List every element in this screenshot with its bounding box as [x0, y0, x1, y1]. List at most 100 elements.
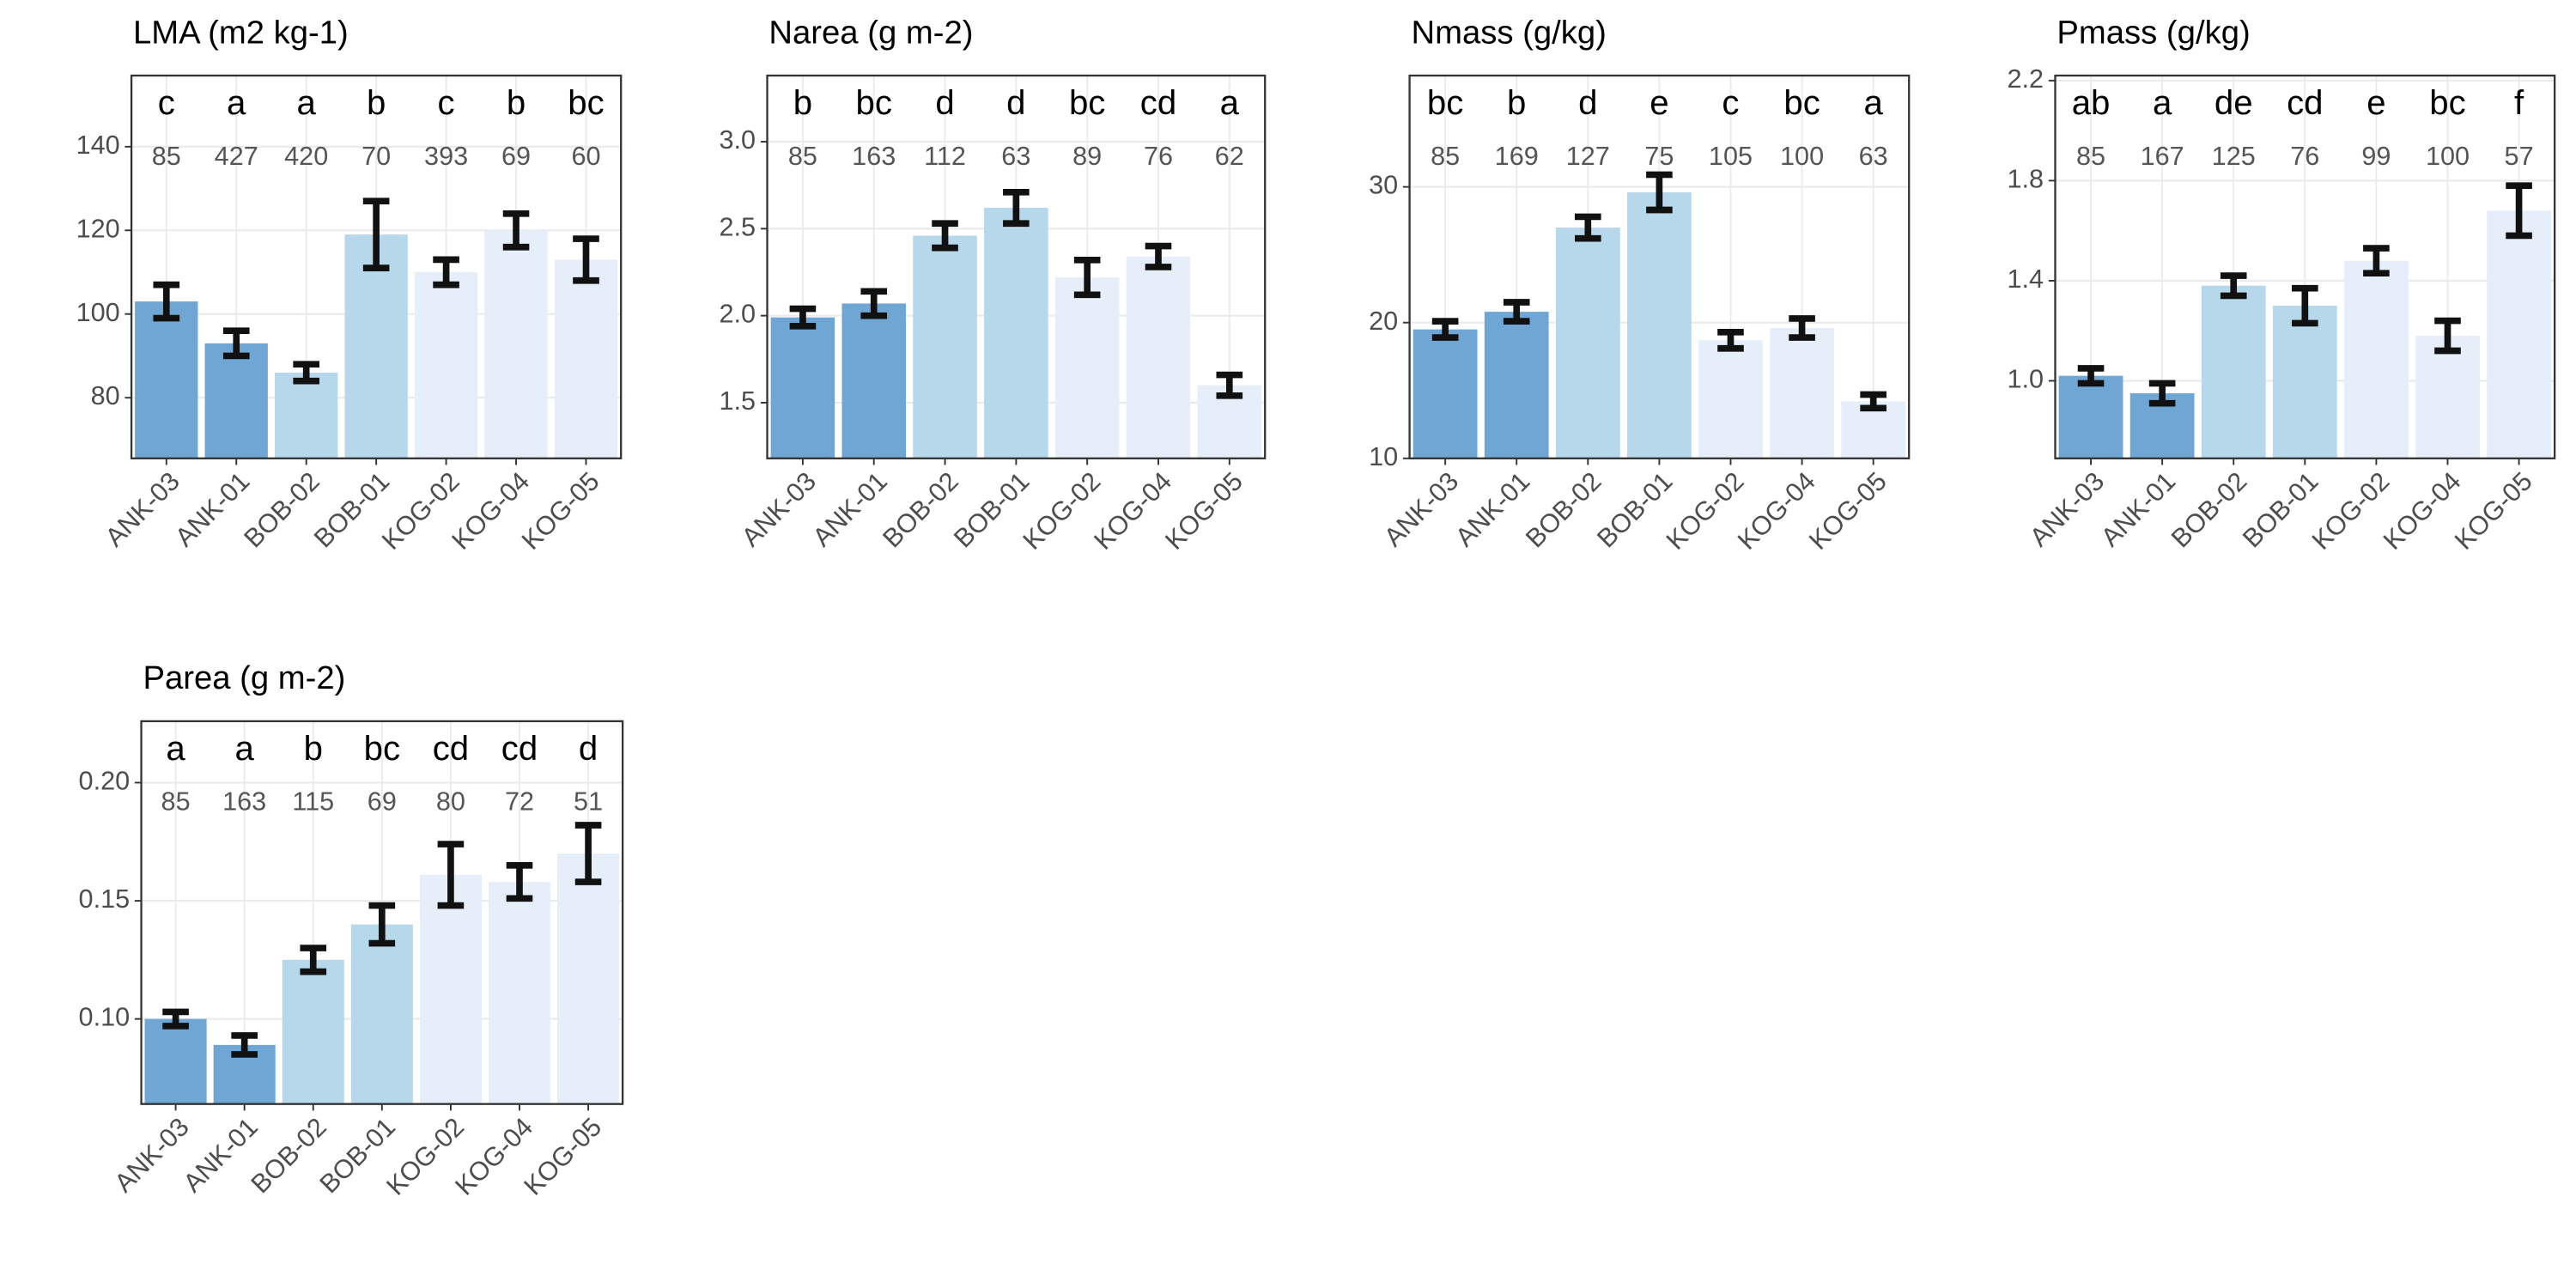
- x-tick-label: ANK-03: [1378, 466, 1464, 552]
- bar: [2272, 306, 2337, 459]
- error-bar: [1145, 242, 1172, 270]
- chart-title: Parea (g m-2): [143, 659, 345, 696]
- plot-border: [766, 74, 1267, 459]
- bar: [2058, 375, 2123, 459]
- bar: [913, 235, 977, 459]
- group-letter: e: [1649, 83, 1668, 122]
- bar: [2344, 260, 2409, 459]
- group-letter: bc: [1427, 83, 1463, 122]
- sample-count: 57: [2505, 142, 2534, 171]
- group-letter: c: [438, 83, 455, 122]
- x-tick-label: ANK-01: [1450, 466, 1536, 552]
- bar: [1413, 329, 1478, 459]
- y-tick-label: 140: [76, 131, 120, 160]
- y-tick-label: 1.0: [2008, 365, 2044, 394]
- x-tick-label: KOG-04: [2378, 466, 2466, 555]
- bar: [1698, 340, 1763, 459]
- sample-count: 63: [1001, 142, 1030, 171]
- error-bar: [362, 197, 390, 271]
- x-tick-label: ANK-03: [109, 1112, 195, 1198]
- group-letter: ab: [2072, 83, 2111, 122]
- x-tick-label: BOB-02: [239, 466, 325, 553]
- x-tick-label: KOG-04: [447, 466, 535, 555]
- error-bar: [162, 1008, 189, 1030]
- x-tick-label: KOG-02: [376, 466, 465, 555]
- bar: [770, 317, 835, 459]
- group-letter: a: [297, 83, 317, 122]
- y-tick-label: 1.4: [2008, 264, 2044, 294]
- sample-count: 69: [501, 142, 531, 171]
- error-bar: [1503, 299, 1530, 325]
- group-letter: c: [158, 83, 175, 122]
- group-letter: b: [304, 729, 323, 768]
- bar: [344, 234, 408, 459]
- x-tick-label: KOG-04: [1089, 466, 1177, 555]
- error-bar: [433, 256, 459, 289]
- bar: [2201, 285, 2266, 459]
- error-bar: [789, 305, 817, 330]
- error-bar: [506, 861, 533, 902]
- error-bar: [574, 822, 602, 885]
- sample-count: 62: [1215, 142, 1244, 171]
- y-tick-label: 2.2: [2008, 64, 2044, 94]
- x-tick-label: BOB-01: [2237, 466, 2324, 553]
- group-letter: cd: [2287, 83, 2323, 122]
- bar: [2415, 336, 2480, 459]
- x-tick-label: BOB-02: [1520, 466, 1607, 553]
- sample-count: 63: [1859, 142, 1888, 171]
- error-bar: [293, 361, 319, 385]
- error-bar: [1717, 328, 1744, 352]
- group-letter: a: [1863, 83, 1883, 122]
- sample-count: 167: [2141, 142, 2184, 171]
- x-tick-label: ANK-01: [2095, 466, 2181, 552]
- bar: [1054, 277, 1120, 459]
- error-bar: [2077, 365, 2105, 387]
- sample-count: 393: [424, 142, 468, 171]
- x-tick-label: KOG-05: [1803, 466, 1892, 555]
- x-tick-label: ANK-03: [100, 466, 185, 552]
- bar: [135, 301, 198, 459]
- error-bar: [300, 945, 327, 975]
- error-bar: [573, 235, 599, 284]
- sample-count: 89: [1072, 142, 1102, 171]
- x-tick-label: ANK-01: [178, 1112, 264, 1198]
- sample-count: 112: [924, 142, 966, 171]
- bar: [282, 959, 344, 1104]
- sample-count: 163: [222, 787, 266, 817]
- group-letter: a: [2153, 83, 2172, 122]
- error-bar: [2292, 284, 2318, 327]
- bar: [204, 343, 268, 459]
- group-letter: bc: [568, 83, 604, 122]
- group-letter: e: [2366, 83, 2385, 122]
- sample-count: 85: [152, 142, 181, 171]
- y-tick-label: 100: [76, 298, 120, 327]
- group-letter: d: [1578, 83, 1597, 122]
- sample-count: 125: [2212, 142, 2256, 171]
- bar: [554, 259, 618, 459]
- group-letter: bc: [1783, 83, 1820, 122]
- error-bar: [1789, 315, 1815, 341]
- error-bar: [1073, 256, 1101, 299]
- error-bar: [932, 220, 958, 252]
- bar: [1484, 312, 1549, 459]
- sample-count: 85: [161, 787, 191, 817]
- error-bar: [2363, 245, 2390, 277]
- group-letter: a: [1220, 83, 1240, 122]
- x-tick-label: ANK-01: [170, 466, 256, 552]
- plot-border: [2054, 74, 2556, 459]
- y-tick-label: 10: [1369, 442, 1398, 471]
- error-bar: [222, 327, 250, 360]
- sample-count: 100: [1780, 142, 1824, 171]
- error-bar: [1860, 391, 1886, 412]
- group-letter: b: [1507, 83, 1526, 122]
- error-bar: [2506, 182, 2532, 240]
- y-tick-label: 20: [1369, 307, 1398, 336]
- sample-count: 76: [1144, 142, 1173, 171]
- y-tick-label: 1.8: [2008, 164, 2044, 193]
- bar: [557, 854, 620, 1104]
- error-bar: [1575, 213, 1601, 242]
- x-tick-label: KOG-02: [1661, 466, 1749, 555]
- x-tick-label: ANK-01: [807, 466, 893, 552]
- sample-count: 80: [436, 787, 465, 817]
- x-tick-label: KOG-05: [2449, 466, 2537, 555]
